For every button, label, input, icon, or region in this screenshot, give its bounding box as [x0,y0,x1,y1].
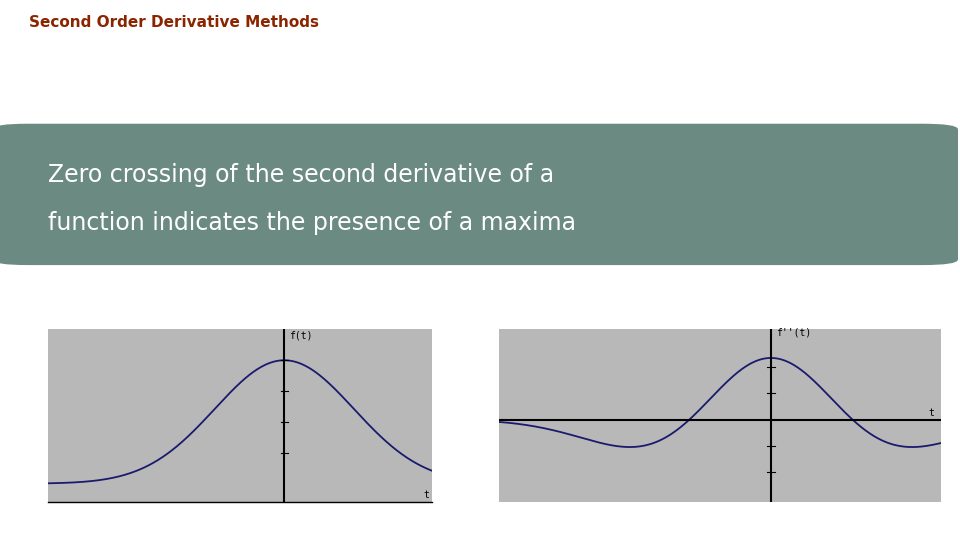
Text: f(t): f(t) [289,330,313,340]
Text: t: t [423,490,429,501]
Text: Second Order Derivative Methods: Second Order Derivative Methods [29,16,319,30]
Text: f''(t): f''(t) [777,327,811,338]
Text: Zero crossing of the second derivative of a: Zero crossing of the second derivative o… [48,163,554,187]
Text: function indicates the presence of a maxima: function indicates the presence of a max… [48,211,576,235]
Text: t: t [928,408,934,418]
FancyBboxPatch shape [0,124,957,265]
